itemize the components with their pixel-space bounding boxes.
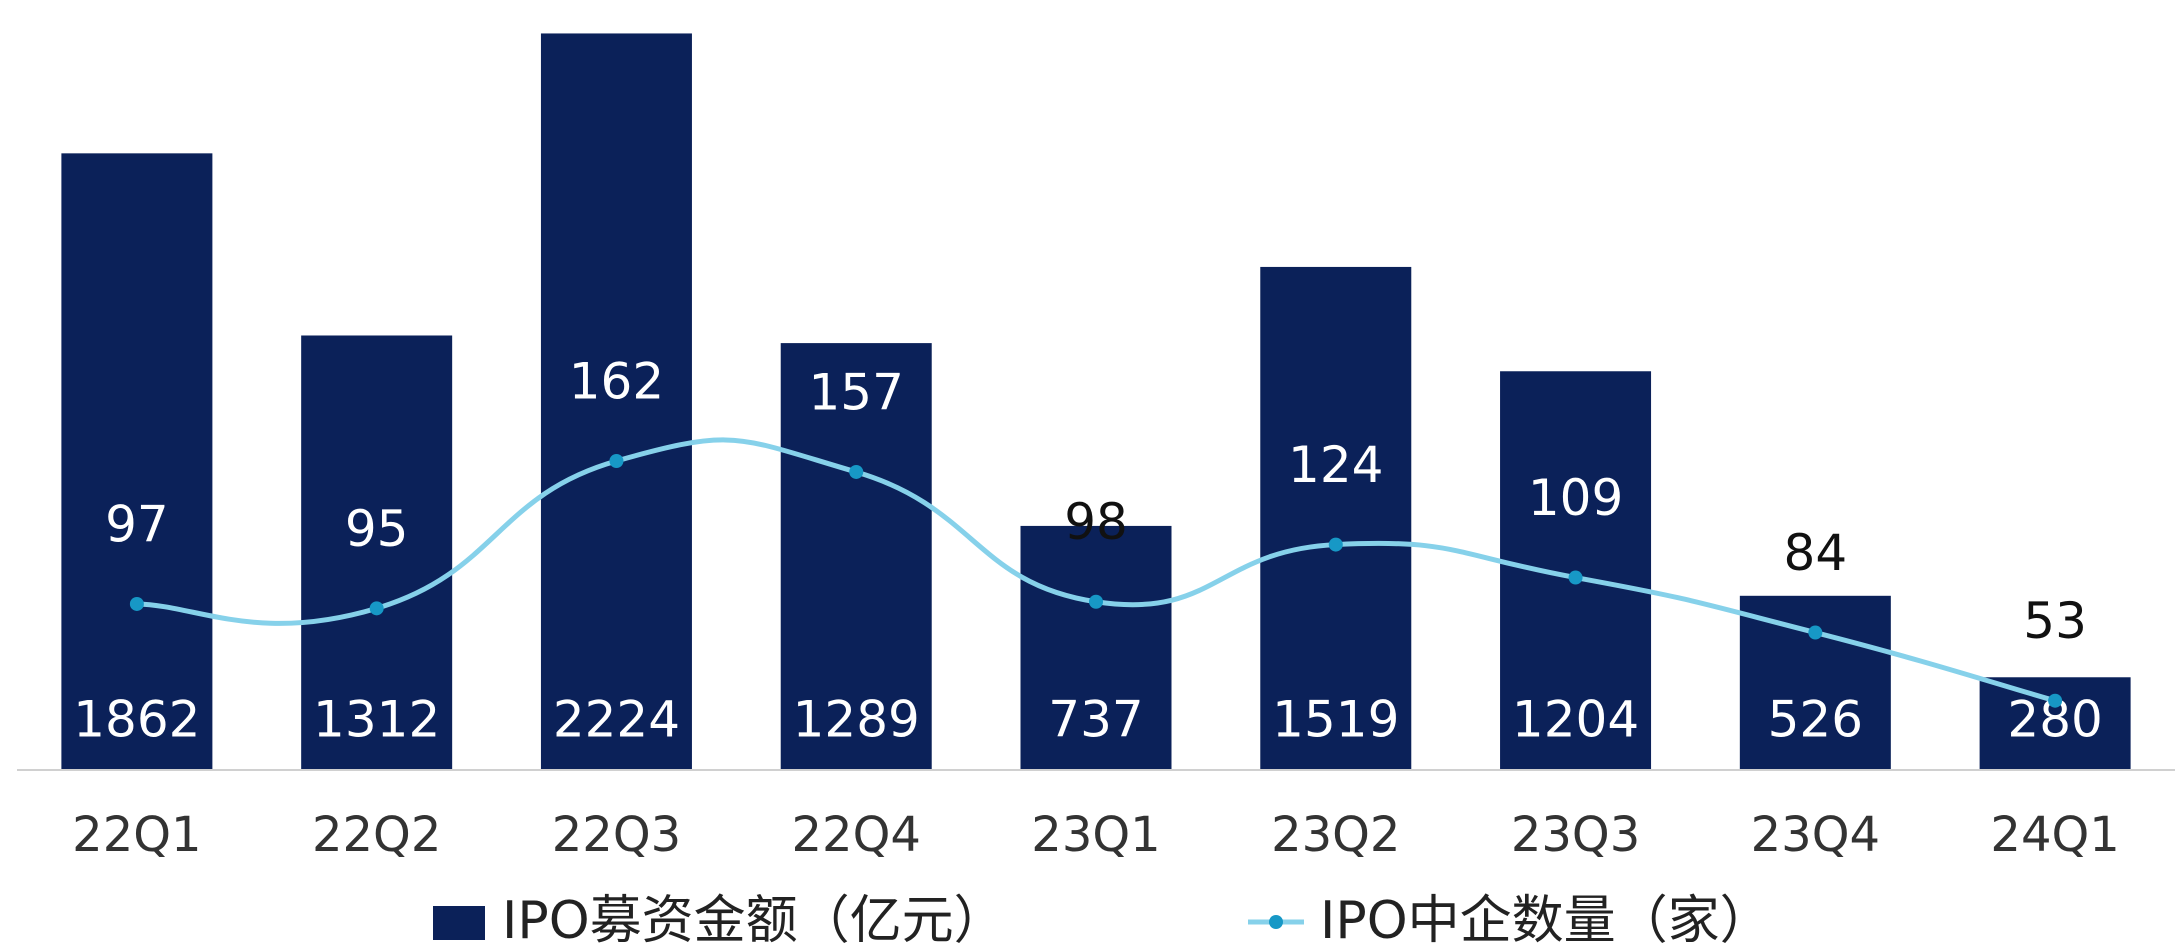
- bar-value-label: 1312: [313, 691, 440, 749]
- line-point: [1568, 570, 1583, 585]
- line-value-label: 124: [1288, 436, 1383, 494]
- line-point: [2048, 693, 2063, 708]
- line-value-label: 53: [2023, 592, 2087, 650]
- x-tick-label: 22Q4: [792, 807, 921, 863]
- legend-label: IPO募资金额（亿元）: [502, 891, 1006, 948]
- bar: [540, 33, 692, 770]
- bar-value-label: 1519: [1272, 691, 1399, 749]
- line-value-label: 157: [809, 363, 904, 421]
- bar-value-label: 737: [1048, 691, 1143, 749]
- line-value-label: 98: [1064, 493, 1128, 551]
- bar: [1020, 525, 1172, 770]
- line: [136, 437, 2056, 704]
- legend-swatch: [433, 906, 485, 940]
- line-value-label: 109: [1528, 469, 1623, 527]
- bar-value-label: 1204: [1512, 691, 1639, 749]
- line-value-label: 84: [1784, 524, 1848, 582]
- x-tick-label: 22Q1: [72, 807, 201, 863]
- bar: [780, 343, 932, 770]
- x-tick-label: 23Q2: [1271, 807, 1400, 863]
- bar: [1260, 266, 1412, 770]
- legend-label: IPO中企数量（家）: [1320, 891, 1772, 948]
- line-value-label: 95: [345, 500, 409, 558]
- legend-marker: [1269, 915, 1283, 929]
- x-tick-label: 23Q1: [1031, 807, 1160, 863]
- x-tick-label: 23Q3: [1511, 807, 1640, 863]
- x-tick-label: 22Q2: [312, 807, 441, 863]
- bar: [1979, 677, 2131, 770]
- line-point: [849, 464, 864, 479]
- bar: [1739, 595, 1891, 770]
- line-point: [1328, 537, 1343, 552]
- bar: [301, 335, 453, 770]
- line-value-label: 97: [105, 495, 169, 553]
- bar-value-label: 1289: [793, 691, 920, 749]
- bar-value-label: 2224: [553, 691, 680, 749]
- line-point: [609, 453, 624, 468]
- x-tick-label: 22Q3: [552, 807, 681, 863]
- line-point: [369, 601, 384, 616]
- bar: [61, 153, 213, 770]
- bar-value-label: 1862: [73, 691, 200, 749]
- x-tick-label: 24Q1: [1990, 807, 2119, 863]
- line-point: [1089, 594, 1103, 609]
- line-value-label: 162: [569, 352, 664, 410]
- line-point: [1808, 625, 1823, 640]
- x-tick-label: 23Q4: [1751, 807, 1880, 863]
- line-point: [129, 596, 144, 611]
- bar-value-label: 526: [1768, 691, 1863, 749]
